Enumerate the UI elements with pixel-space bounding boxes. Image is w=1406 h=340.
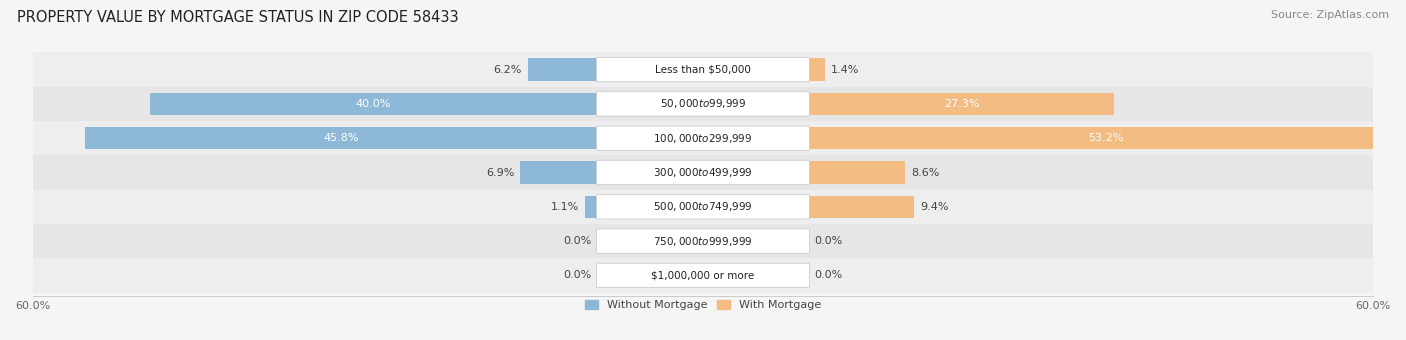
Text: $1,000,000 or more: $1,000,000 or more	[651, 270, 755, 280]
Bar	[32, 155, 1374, 190]
Bar	[808, 162, 905, 184]
Text: 45.8%: 45.8%	[323, 133, 359, 143]
Text: $300,000 to $499,999: $300,000 to $499,999	[654, 166, 752, 179]
Text: 9.4%: 9.4%	[920, 202, 948, 212]
Text: 27.3%: 27.3%	[943, 99, 980, 109]
Text: $50,000 to $99,999: $50,000 to $99,999	[659, 97, 747, 110]
Text: 8.6%: 8.6%	[911, 168, 939, 177]
Bar	[808, 127, 1403, 149]
Bar	[32, 121, 1374, 155]
Bar	[32, 87, 1374, 121]
Bar	[527, 58, 598, 81]
Text: 0.0%: 0.0%	[562, 270, 592, 280]
Bar	[32, 224, 1374, 258]
Text: Less than $50,000: Less than $50,000	[655, 65, 751, 74]
Bar	[520, 162, 598, 184]
Bar	[32, 190, 1374, 224]
FancyBboxPatch shape	[596, 229, 810, 253]
FancyBboxPatch shape	[596, 263, 810, 288]
Text: PROPERTY VALUE BY MORTGAGE STATUS IN ZIP CODE 58433: PROPERTY VALUE BY MORTGAGE STATUS IN ZIP…	[17, 10, 458, 25]
Bar	[32, 52, 1374, 87]
Text: $750,000 to $999,999: $750,000 to $999,999	[654, 235, 752, 248]
FancyBboxPatch shape	[596, 92, 810, 116]
Bar	[32, 258, 1374, 293]
Text: 1.1%: 1.1%	[551, 202, 579, 212]
Text: 0.0%: 0.0%	[814, 236, 844, 246]
FancyBboxPatch shape	[596, 57, 810, 82]
Text: Source: ZipAtlas.com: Source: ZipAtlas.com	[1271, 10, 1389, 20]
Text: 40.0%: 40.0%	[356, 99, 391, 109]
Text: 0.0%: 0.0%	[562, 236, 592, 246]
Text: 53.2%: 53.2%	[1088, 133, 1123, 143]
Bar	[86, 127, 598, 149]
Bar	[808, 93, 1114, 115]
FancyBboxPatch shape	[596, 160, 810, 185]
Text: $500,000 to $749,999: $500,000 to $749,999	[654, 200, 752, 213]
FancyBboxPatch shape	[596, 126, 810, 150]
Bar	[150, 93, 598, 115]
Text: 0.0%: 0.0%	[814, 270, 844, 280]
Bar	[808, 195, 914, 218]
FancyBboxPatch shape	[596, 194, 810, 219]
Text: 6.9%: 6.9%	[486, 168, 515, 177]
Text: $100,000 to $299,999: $100,000 to $299,999	[654, 132, 752, 145]
Legend: Without Mortgage, With Mortgage: Without Mortgage, With Mortgage	[585, 300, 821, 310]
Bar	[585, 195, 598, 218]
Bar	[808, 58, 825, 81]
Text: 1.4%: 1.4%	[831, 65, 859, 74]
Text: 6.2%: 6.2%	[494, 65, 522, 74]
